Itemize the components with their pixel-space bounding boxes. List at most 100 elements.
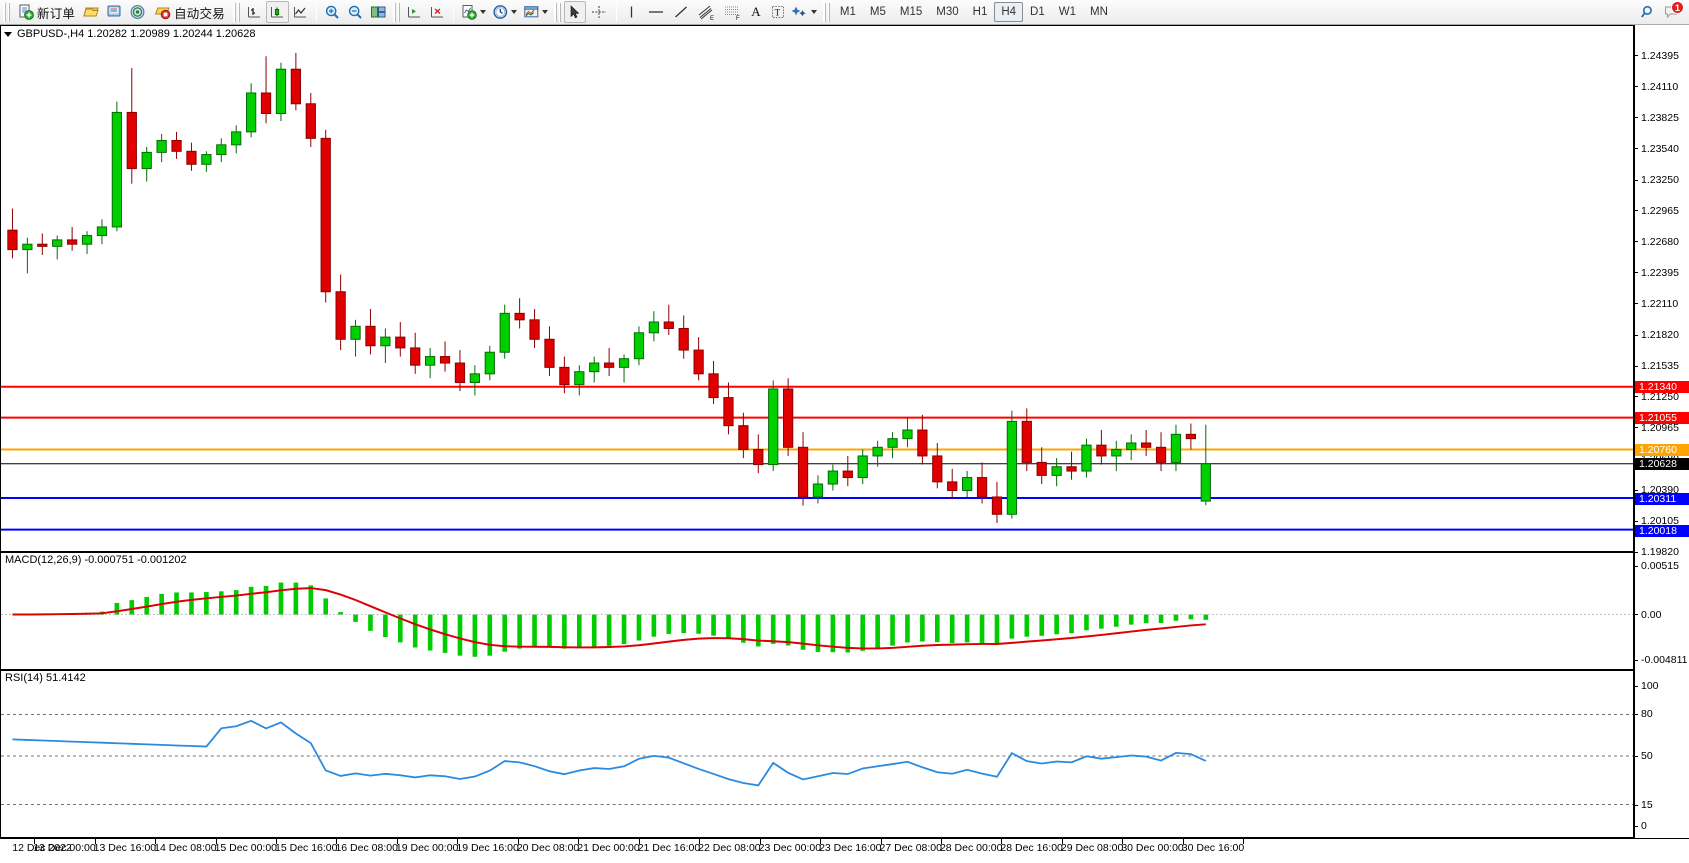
price-chart-canvas[interactable] <box>1 26 1633 551</box>
macd-canvas[interactable] <box>1 553 1633 669</box>
autotrading-label: 自动交易 <box>174 6 225 21</box>
timeframe-h4[interactable]: H4 <box>994 2 1024 22</box>
shapes-chevron-down-icon[interactable] <box>810 10 817 14</box>
signals-button[interactable] <box>126 1 149 23</box>
chevron-down-icon[interactable] <box>4 31 12 37</box>
svg-text:T: T <box>775 8 781 18</box>
rsi-pane[interactable]: RSI(14) 51.4142 <box>0 670 1634 838</box>
time-tick-separator <box>155 839 157 844</box>
tools-grip[interactable] <box>553 2 561 22</box>
timeframe-m5-label: M5 <box>869 6 886 18</box>
macd-pane[interactable]: MACD(12,26,9) -0.000751 -0.001202 <box>0 552 1634 670</box>
timeframe-mn-label: MN <box>1090 6 1108 18</box>
rsi-tick: 0 <box>1635 820 1689 832</box>
candle-body <box>365 325 376 347</box>
price-axis[interactable]: 1.24395 1.24110 1.23825 1.23540 1.23250 1.229… <box>1634 25 1689 838</box>
cursor-button[interactable] <box>563 1 586 23</box>
candle-body <box>439 356 451 364</box>
zoom-out-button[interactable] <box>344 1 367 23</box>
timeframe-w1[interactable]: W1 <box>1052 2 1083 22</box>
candle-body <box>305 103 316 139</box>
horizontal-line-button[interactable] <box>643 1 669 23</box>
timeframe-m30[interactable]: M30 <box>929 2 965 22</box>
timeframe-m5[interactable]: M5 <box>863 2 893 22</box>
toolbar-grip[interactable] <box>3 2 10 22</box>
autotrading-button[interactable]: 自动交易 <box>149 1 230 23</box>
candle-body <box>275 68 287 114</box>
candle-body <box>1066 466 1077 472</box>
rsi-tick: 15 <box>1635 799 1689 811</box>
text-icon: A <box>751 4 761 19</box>
timeframe-m30-label: M30 <box>936 6 959 18</box>
notification-button[interactable]: 1 <box>1661 1 1684 22</box>
crosshair-icon <box>591 6 606 18</box>
time-tick: 23 Dec 16:00 <box>819 842 882 854</box>
time-axis[interactable]: 12 Dec 2022 13 Dec 00:00 13 Dec 16:00 14 De… <box>0 838 1689 863</box>
candlestick-chart-button[interactable] <box>265 1 289 23</box>
timeframe-grip[interactable] <box>822 2 830 22</box>
rsi-canvas[interactable] <box>1 671 1633 837</box>
line-chart-button[interactable] <box>289 1 312 23</box>
plot-zone[interactable]: GBPUSD-,H4 1.20282 1.20989 1.20244 1.206… <box>0 25 1634 838</box>
candle-body <box>425 356 436 366</box>
time-tick: 30 Dec 00:00 <box>1121 842 1184 854</box>
price-tick: 1.23250 <box>1635 174 1689 186</box>
time-tick-separator <box>34 839 36 844</box>
rsi-tick: 100 <box>1635 680 1689 692</box>
timeframe-mn[interactable]: MN <box>1083 2 1115 22</box>
time-tick-separator <box>578 839 580 844</box>
macd-tick: -0.004811 <box>1635 654 1689 666</box>
autoscroll-button[interactable] <box>403 1 426 23</box>
tile-windows-button[interactable] <box>367 1 390 23</box>
expert-advisors-button[interactable] <box>80 1 103 23</box>
fibonacci-button[interactable]: F <box>719 1 745 23</box>
text-label-button[interactable]: T <box>767 1 789 23</box>
shapes-button[interactable] <box>789 1 820 23</box>
timeframe-h1[interactable]: H1 <box>966 2 995 22</box>
price-level-label-current-price[interactable]: 1.20628 <box>1635 458 1689 471</box>
templates-chevron-down-icon[interactable] <box>541 10 548 14</box>
candle-body <box>320 137 331 293</box>
indicators-chevron-down-icon[interactable] <box>479 10 486 14</box>
timeframe-m1-label: M1 <box>839 6 856 18</box>
chart-container: GBPUSD-,H4 1.20282 1.20989 1.20244 1.206… <box>0 25 1689 863</box>
candlestick-icon <box>270 7 283 18</box>
bar-chart-button[interactable] <box>243 1 266 23</box>
autoscroll-icon <box>407 7 420 18</box>
crosshair-button[interactable] <box>586 1 612 23</box>
time-tick: 19 Dec 16:00 <box>456 842 519 854</box>
time-tick: 20 Dec 08:00 <box>516 842 580 854</box>
price-level-label-pivot[interactable]: 1.20760 <box>1635 444 1689 457</box>
candle-body <box>410 347 421 366</box>
terminal-button[interactable] <box>103 1 126 23</box>
templates-button[interactable] <box>520 1 551 23</box>
scroll-grip[interactable] <box>392 2 400 22</box>
timeframe-d1[interactable]: D1 <box>1023 2 1052 22</box>
search-button[interactable] <box>1637 1 1661 23</box>
candle-body <box>1036 461 1047 476</box>
trendline-button[interactable] <box>669 1 693 23</box>
price-level-label-resistance-1[interactable]: 1.21340 <box>1635 381 1689 394</box>
chart-shift-button[interactable] <box>426 1 449 23</box>
zoom-in-button[interactable] <box>321 1 344 23</box>
indicators-button[interactable] <box>458 1 489 23</box>
candle-body <box>1126 442 1137 450</box>
macd-signal-line <box>12 587 1206 650</box>
candle-body <box>246 92 257 133</box>
price-tick: 1.20105 <box>1635 515 1689 527</box>
vertical-line-button[interactable] <box>621 1 643 23</box>
price-level-label-support-2[interactable]: 1.20018 <box>1635 524 1689 537</box>
timeframe-m1[interactable]: M1 <box>833 2 863 22</box>
time-tick-separator <box>396 839 398 844</box>
new-order-button[interactable]: 新订单 <box>13 1 80 23</box>
price-level-label-support-1[interactable]: 1.20311 <box>1635 492 1689 505</box>
period-button[interactable] <box>489 1 520 23</box>
price-level-label-resistance-2[interactable]: 1.21055 <box>1635 412 1689 425</box>
period-chevron-down-icon[interactable] <box>510 10 517 14</box>
candle-body <box>499 312 510 353</box>
text-button[interactable]: A <box>745 1 767 23</box>
price-pane[interactable]: GBPUSD-,H4 1.20282 1.20989 1.20244 1.206… <box>0 25 1634 552</box>
timeframe-m15[interactable]: M15 <box>893 2 929 22</box>
equidistant-channel-button[interactable]: E <box>693 1 719 23</box>
charttype-grip[interactable] <box>232 2 240 22</box>
